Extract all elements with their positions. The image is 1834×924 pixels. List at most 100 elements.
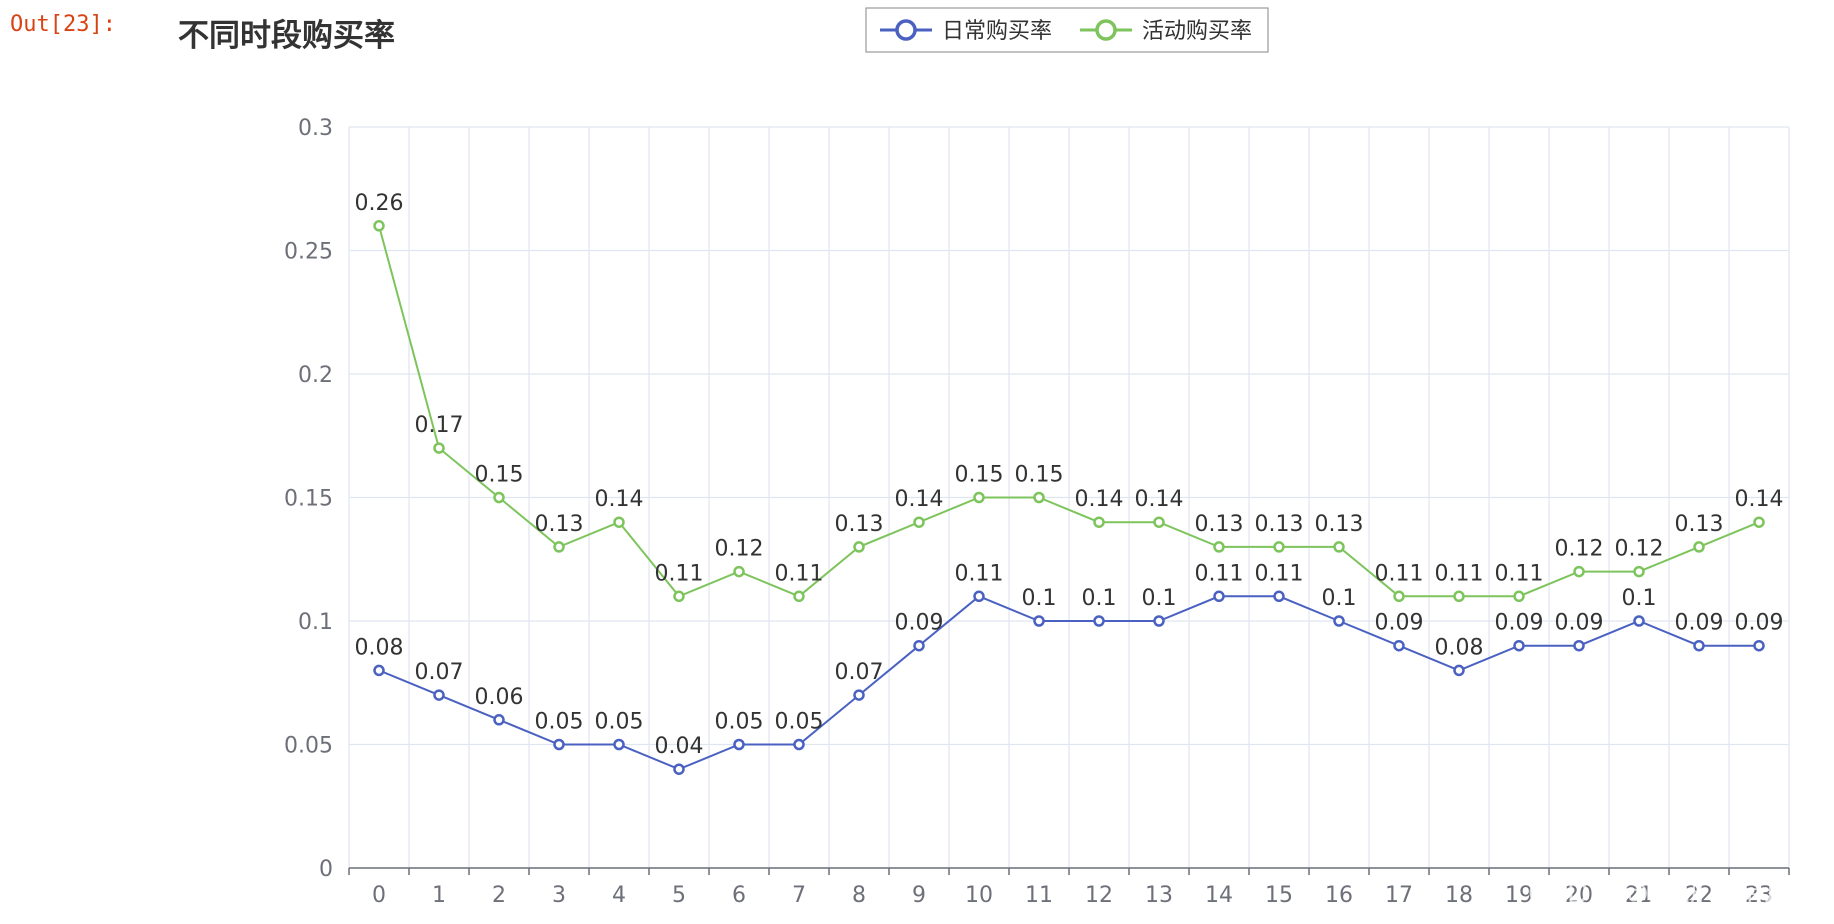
data-point[interactable]	[1753, 639, 1765, 652]
x-tick-label: 10	[965, 883, 993, 908]
data-point[interactable]	[433, 689, 445, 701]
data-point[interactable]	[853, 541, 865, 553]
x-tick-label: 16	[1325, 883, 1353, 908]
data-point[interactable]	[793, 590, 805, 603]
data-point[interactable]	[1033, 615, 1045, 627]
data-label: 0.11	[955, 561, 1004, 586]
data-point[interactable]	[613, 516, 625, 528]
data-label: 0.14	[1075, 487, 1124, 512]
data-label: 0.11	[1495, 561, 1544, 586]
data-point[interactable]	[1573, 639, 1585, 652]
data-point[interactable]	[1213, 541, 1225, 553]
y-tick-label: 0	[319, 857, 333, 882]
data-point[interactable]	[1633, 615, 1645, 627]
data-point[interactable]	[1153, 615, 1165, 627]
data-label: 0.1	[1622, 586, 1657, 611]
x-tick-label: 4	[612, 883, 626, 908]
data-point[interactable]	[1153, 516, 1165, 528]
data-point[interactable]	[973, 590, 985, 603]
data-point[interactable]	[553, 738, 565, 751]
x-tick-label: 1	[432, 883, 446, 908]
data-label: 0.11	[1375, 561, 1424, 586]
data-label: 0.08	[355, 635, 404, 660]
series-line	[378, 225, 1760, 598]
data-label: 0.15	[955, 463, 1004, 488]
data-point[interactable]	[913, 516, 925, 528]
data-point[interactable]	[613, 738, 625, 751]
x-tick-label: 3	[552, 883, 566, 908]
data-point[interactable]	[1633, 565, 1645, 578]
x-tick-label: 17	[1385, 883, 1413, 908]
data-point[interactable]	[973, 491, 985, 504]
data-point[interactable]	[793, 738, 805, 751]
data-point[interactable]	[913, 639, 925, 652]
data-point[interactable]	[1093, 615, 1105, 627]
data-point[interactable]	[673, 763, 685, 775]
data-point[interactable]	[1513, 590, 1525, 603]
data-point[interactable]	[493, 714, 505, 726]
data-label: 0.14	[895, 487, 944, 512]
chart-title: 不同时段购买率	[178, 18, 395, 54]
y-tick-label: 0.1	[298, 610, 333, 635]
legend-item[interactable]: 日常购买率	[880, 19, 1052, 44]
x-tick-label: 5	[672, 883, 686, 908]
legend-item[interactable]: 活动购买率	[1080, 19, 1252, 44]
legend-marker-icon	[1095, 19, 1117, 41]
data-point[interactable]	[1753, 516, 1765, 528]
data-label: 0.09	[1495, 611, 1544, 636]
data-point[interactable]	[553, 541, 565, 553]
data-label: 0.1	[1322, 586, 1357, 611]
data-point[interactable]	[1333, 541, 1345, 553]
x-tick-label: 6	[732, 883, 746, 908]
data-point[interactable]	[1453, 664, 1465, 677]
data-point[interactable]	[733, 738, 745, 751]
data-label: 0.12	[715, 537, 764, 562]
data-point[interactable]	[1693, 541, 1705, 553]
data-label: 0.09	[1555, 611, 1604, 636]
x-tick-label: 23	[1745, 883, 1773, 908]
data-point[interactable]	[1093, 516, 1105, 528]
series-2: 0.26 0.17 0.15 0.13 0.14 0.11 0.12 0.11 0.13 0.14…	[355, 191, 1783, 603]
data-point[interactable]	[1393, 590, 1405, 603]
x-tick-label: 11	[1025, 883, 1053, 908]
y-tick-label: 0.05	[284, 734, 333, 759]
data-point[interactable]	[733, 565, 745, 578]
x-tick-label: 13	[1145, 883, 1173, 908]
data-label: 0.17	[415, 413, 464, 438]
data-label: 0.15	[475, 463, 524, 488]
data-label: 0.11	[655, 561, 704, 586]
data-label: 0.11	[775, 561, 824, 586]
data-label: 0.13	[1255, 512, 1304, 537]
data-point[interactable]	[1693, 639, 1705, 652]
legend-label: 活动购买率	[1142, 19, 1252, 44]
data-point[interactable]	[373, 220, 385, 232]
data-label: 0.05	[595, 710, 644, 735]
series-1: 0.08 0.07 0.06 0.05 0.05 0.04 0.05 0.05 0.07 0.09…	[355, 561, 1783, 775]
data-label: 0.1	[1142, 586, 1177, 611]
legend-box	[865, 7, 1269, 53]
data-label: 0.1	[1082, 586, 1117, 611]
x-tick-label: 15	[1265, 883, 1293, 908]
data-label: 0.07	[835, 660, 884, 685]
data-point[interactable]	[1513, 639, 1525, 652]
data-point[interactable]	[493, 491, 505, 504]
data-point[interactable]	[673, 590, 685, 603]
data-point[interactable]	[1453, 590, 1465, 603]
output-prompt: Out[23]:	[10, 12, 116, 37]
data-point[interactable]	[1033, 491, 1045, 504]
data-point[interactable]	[1333, 615, 1345, 627]
data-point[interactable]	[433, 442, 445, 454]
data-label: 0.1	[1022, 586, 1057, 611]
data-point[interactable]	[373, 664, 385, 677]
y-tick-label: 0.3	[298, 116, 333, 141]
data-label: 0.07	[415, 660, 464, 685]
data-point[interactable]	[1273, 541, 1285, 553]
data-point[interactable]	[853, 689, 865, 701]
data-point[interactable]	[1273, 590, 1285, 603]
data-label: 0.26	[355, 191, 404, 216]
data-point[interactable]	[1213, 590, 1225, 603]
data-point[interactable]	[1393, 639, 1405, 652]
x-tick-label: 9	[912, 883, 926, 908]
data-point[interactable]	[1573, 565, 1585, 578]
